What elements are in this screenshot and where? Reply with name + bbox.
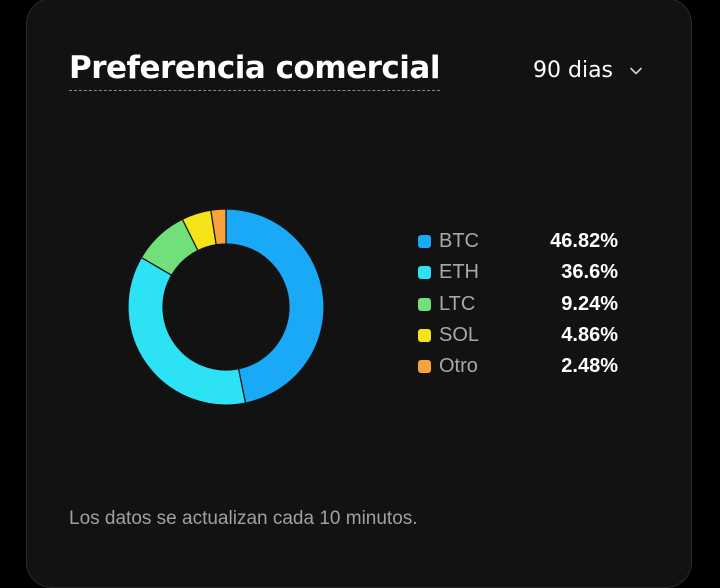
chevron-down-icon [630,67,642,74]
legend-label: LTC [439,292,476,315]
legend-value: 4.86% [561,324,618,347]
legend-item-eth: ETH 36.6% [418,257,618,288]
legend-label: BTC [439,230,479,253]
period-label: 90 dias [533,58,614,83]
legend-value: 9.24% [561,292,618,315]
chart-legend: BTC 46.82% ETH 36.6% LTC 9.24% SOL 4.86% Otro 2.4… [418,226,618,382]
legend-item-btc: BTC 46.82% [418,226,618,257]
legend-swatch [418,235,431,249]
period-dropdown[interactable]: 90 dias [533,58,643,83]
legend-swatch [418,360,431,374]
legend-swatch [418,329,431,343]
card-title: Preferencia comercial [69,50,440,91]
legend-value: 36.6% [561,261,618,284]
legend-item-sol: SOL 4.86% [418,320,618,351]
legend-swatch [418,266,431,280]
update-note: Los datos se actualizan cada 10 minutos. [69,508,418,529]
legend-value: 46.82% [550,230,618,253]
legend-swatch [418,297,431,311]
legend-label: ETH [439,261,479,284]
legend-item-otro: Otro 2.48% [418,351,618,382]
legend-item-ltc: LTC 9.24% [418,289,618,320]
legend-label: SOL [439,324,480,347]
legend-value: 2.48% [561,355,618,378]
legend-label: Otro [439,355,478,378]
